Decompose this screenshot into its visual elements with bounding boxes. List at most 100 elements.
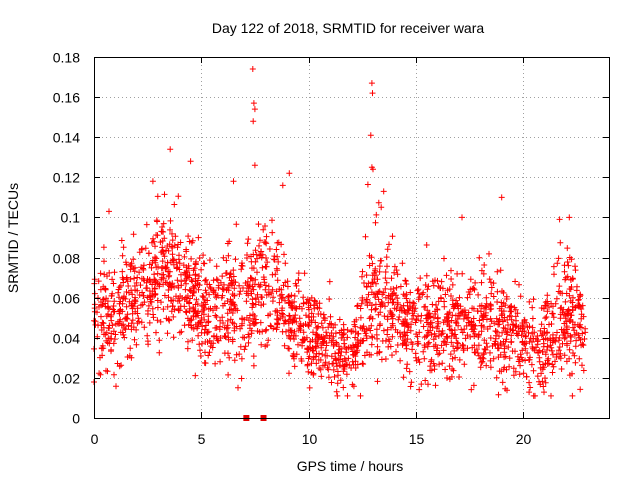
y-tick-label: 0.06 [53, 291, 80, 307]
data-point [471, 342, 478, 349]
data-point [127, 345, 134, 352]
data-point [153, 217, 160, 224]
data-point [446, 363, 453, 370]
data-point [157, 318, 164, 325]
data-point [255, 221, 262, 228]
data-point [306, 353, 313, 360]
data-point [495, 345, 502, 352]
data-point [305, 313, 312, 320]
data-point [164, 303, 171, 310]
data-point [337, 377, 344, 384]
data-point [530, 296, 537, 303]
data-point [380, 289, 387, 296]
data-point [180, 262, 187, 269]
data-point [97, 270, 104, 277]
data-point [126, 352, 133, 359]
data-point [375, 296, 382, 303]
data-point [359, 273, 365, 280]
data-point [351, 344, 358, 350]
data-point [181, 253, 188, 260]
data-point [378, 356, 385, 363]
data-point [561, 335, 568, 342]
data-point [323, 329, 330, 336]
data-point [459, 270, 466, 277]
data-point [333, 388, 340, 395]
data-point [310, 356, 317, 363]
data-point [428, 331, 435, 338]
data-point [150, 311, 157, 318]
data-point [556, 344, 563, 350]
data-point [415, 340, 422, 347]
data-point [448, 317, 455, 324]
data-point [215, 337, 222, 344]
data-point [488, 290, 495, 297]
data-point [414, 287, 421, 294]
data-point [118, 237, 125, 244]
data-point [222, 333, 229, 340]
data-point [308, 294, 315, 301]
data-point [335, 372, 341, 379]
data-point [159, 244, 166, 251]
data-point [478, 308, 484, 315]
data-point [525, 329, 532, 336]
data-point [174, 298, 181, 305]
data-point [478, 267, 485, 274]
data-point [269, 229, 276, 236]
data-point [399, 260, 406, 267]
data-point [438, 331, 445, 338]
data-point [291, 328, 298, 335]
data-point [403, 345, 410, 352]
data-point [532, 392, 538, 399]
data-point [169, 230, 175, 237]
data-point [121, 325, 128, 331]
data-point [235, 384, 241, 391]
data-point [326, 296, 333, 303]
data-point [548, 321, 555, 327]
data-point [410, 312, 417, 319]
data-point [334, 392, 341, 399]
data-point [314, 324, 321, 331]
data-point [403, 319, 410, 326]
data-point [352, 353, 359, 360]
data-point [468, 386, 475, 393]
data-point [290, 353, 297, 360]
data-point [258, 302, 265, 309]
data-point [227, 270, 234, 277]
data-point [336, 316, 343, 323]
data-point [318, 320, 325, 327]
data-point [483, 340, 490, 347]
data-point [301, 336, 308, 343]
data-point [577, 386, 584, 393]
data-point [562, 298, 569, 305]
data-point [305, 368, 312, 375]
data-point [345, 355, 352, 362]
data-point [219, 292, 226, 299]
data-point [344, 392, 351, 399]
data-point [537, 364, 544, 371]
data-point [119, 308, 126, 315]
data-point [139, 289, 146, 296]
y-tick-label: 0.04 [53, 331, 80, 347]
data-point [158, 299, 164, 306]
data-point [539, 331, 546, 337]
data-point [251, 106, 258, 113]
data-point [547, 335, 554, 342]
data-point [393, 284, 400, 291]
data-point [133, 279, 140, 286]
data-point [187, 158, 194, 165]
data-point [509, 321, 516, 328]
data-point [102, 286, 109, 293]
data-point [110, 340, 117, 347]
data-point [310, 302, 317, 308]
data-point [368, 306, 375, 313]
data-point [301, 270, 308, 277]
data-point [422, 282, 429, 288]
data-point [123, 274, 130, 281]
data-point [122, 326, 129, 333]
data-point [238, 375, 245, 382]
data-point [233, 351, 240, 358]
data-point [149, 178, 156, 185]
data-point [165, 287, 172, 293]
data-point [441, 303, 448, 310]
